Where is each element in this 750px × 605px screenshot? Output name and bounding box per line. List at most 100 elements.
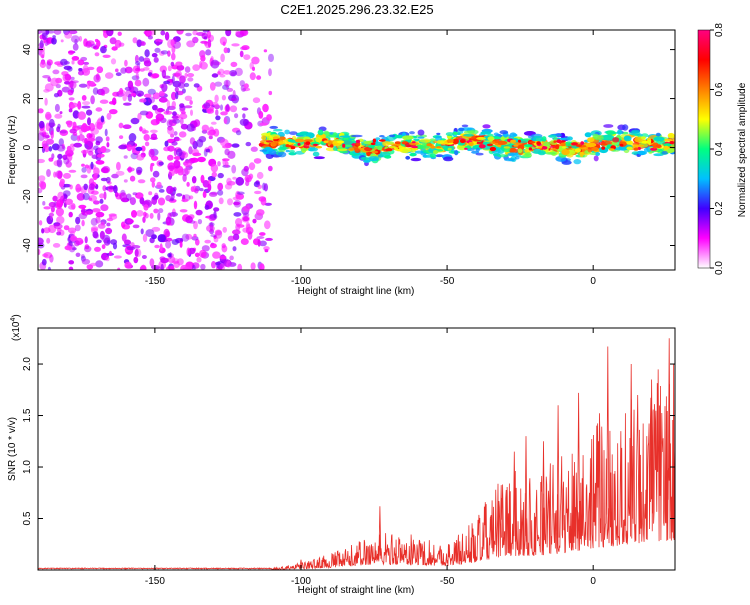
heatmap-cell [124, 66, 133, 74]
heatmap-cell [587, 147, 593, 153]
heatmap-cell [46, 237, 51, 244]
heatmap-cell [497, 140, 508, 145]
snr-peak [650, 379, 653, 514]
heatmap-cell [199, 249, 207, 258]
heatmap-cell [123, 102, 132, 106]
heatmap-cell [233, 199, 242, 208]
heatmap-cell [100, 177, 108, 182]
heatmap-cell [85, 41, 92, 48]
heatmap-cell [142, 77, 150, 87]
heatmap-cell [99, 198, 104, 204]
heatmap-cell [130, 117, 140, 125]
heatmap-cell [192, 30, 198, 36]
heatmap-cell [70, 35, 80, 43]
heatmap-cell [123, 155, 128, 159]
heatmap-cell [179, 103, 185, 108]
snr-panel: -150 -100 -50 0 0.5 1.0 1.5 2.0 Height of stra… [7, 314, 676, 596]
heatmap-cell [119, 135, 124, 140]
heatmap-cell [343, 144, 353, 147]
heatmap-cell [68, 211, 73, 218]
heatmap-cell [134, 54, 139, 63]
heatmap-cell [429, 153, 437, 158]
heatmap-cell [252, 66, 255, 72]
heatmap-cell [219, 74, 226, 78]
heatmap-cell [102, 185, 107, 192]
heatmap-cell [171, 75, 175, 84]
heatmap-cell [144, 141, 150, 147]
heatmap-cell [436, 132, 441, 136]
heatmap-cell [188, 195, 194, 200]
heatmap-hotspot [601, 146, 606, 150]
heatmap-cell [419, 138, 432, 143]
heatmap-cell [185, 32, 192, 37]
heatmap-cell [170, 61, 175, 67]
heatmap-hotspot [553, 140, 557, 143]
heatmap-cell [48, 212, 55, 217]
heatmap-cell [147, 88, 156, 95]
heatmap-cell [253, 181, 260, 188]
heatmap-cell [206, 108, 214, 114]
heatmap-cell [163, 110, 173, 115]
heatmap-cell [101, 92, 105, 96]
heatmap-cell [131, 145, 136, 151]
heatmap-cell [94, 52, 100, 57]
heatmap-cell [453, 131, 458, 135]
heatmap-cell [266, 140, 273, 143]
heatmap-cell [115, 68, 119, 73]
heatmap-cell [307, 147, 319, 152]
heatmap-cell [230, 61, 238, 68]
heatmap-cell [480, 131, 492, 135]
heatmap-cell [441, 145, 449, 148]
heatmap-cell [208, 192, 218, 197]
heatmap-cell [50, 206, 55, 213]
y-tick-label: 0 [22, 144, 33, 150]
heatmap-cell [44, 83, 54, 92]
heatmap-cell [233, 201, 241, 206]
heatmap-cell [247, 231, 253, 240]
heatmap-cell [192, 36, 199, 44]
heatmap-cell [184, 66, 191, 73]
heatmap-cell [81, 105, 91, 109]
heatmap-cell [88, 183, 96, 191]
heatmap-cell [225, 161, 229, 168]
heatmap-hotspot [459, 139, 466, 144]
heatmap-cell [192, 64, 201, 71]
heatmap-cell [109, 214, 118, 220]
heatmap-cell [167, 212, 172, 220]
heatmap-cell [130, 92, 137, 97]
heatmap-panel: -150 -100 -50 0 -40 -20 0 20 40 Height of strai… [7, 29, 676, 297]
heatmap-cell [140, 41, 146, 46]
snr-peak [556, 405, 560, 538]
heatmap-cell [205, 49, 212, 56]
heatmap-cell [64, 198, 73, 205]
heatmap-cell [494, 136, 501, 140]
heatmap-cell [68, 30, 78, 35]
heatmap-cell [217, 71, 221, 75]
heatmap-cell [243, 165, 249, 172]
heatmap-hotspot [285, 144, 290, 148]
heatmap-cell [38, 188, 43, 194]
snr-multiplier-exp: 4 [10, 318, 17, 322]
heatmap-cell [53, 93, 60, 98]
heatmap-cell [175, 61, 183, 66]
heatmap-cell [42, 253, 49, 258]
heatmap-cell [140, 264, 147, 270]
heatmap-cell [227, 150, 236, 159]
heatmap-hotspot [633, 147, 639, 151]
heatmap-cell [232, 246, 237, 252]
heatmap-cell [214, 229, 222, 236]
heatmap-cell [269, 134, 281, 140]
heatmap-cell [135, 146, 143, 152]
heatmap-cell [171, 91, 177, 101]
heatmap-cell [82, 64, 89, 73]
heatmap-cell [189, 100, 193, 105]
heatmap-cell [96, 239, 102, 244]
heatmap-cell [176, 30, 184, 35]
heatmap-cell [90, 43, 97, 49]
snr-series-line [38, 364, 675, 570]
heatmap-cell [77, 100, 82, 110]
heatmap-cell [443, 156, 454, 162]
heatmap-cell [182, 173, 187, 182]
heatmap-cell [78, 83, 88, 88]
heatmap-cell [160, 263, 164, 270]
